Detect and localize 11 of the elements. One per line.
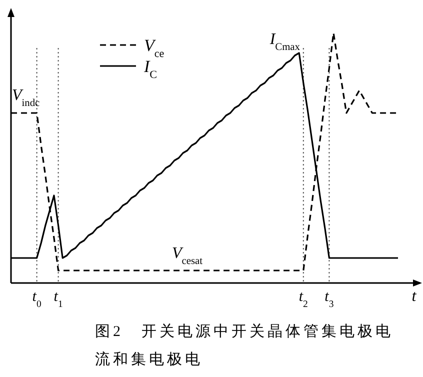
legend-label: V$_{ce}$ <box>144 36 164 60</box>
x-tick-label: t$_{3}$ <box>324 289 334 310</box>
legend-label: I$_{C}$ <box>143 57 158 81</box>
x-tick-label: t$_{1}$ <box>54 289 63 310</box>
x-tick-label: t$_{2}$ <box>298 289 308 310</box>
x-axis-title: t <box>412 288 417 305</box>
annotation: I$_{Cmax}$ <box>268 31 301 52</box>
text: 图2 开关电源中开关晶体管集电极电流和集电极电 <box>95 322 394 370</box>
annotation: V$_{indc}$ <box>12 87 40 108</box>
annotation: V$_{cesat}$ <box>172 245 203 266</box>
x-tick-label: t$_{0}$ <box>32 289 42 310</box>
